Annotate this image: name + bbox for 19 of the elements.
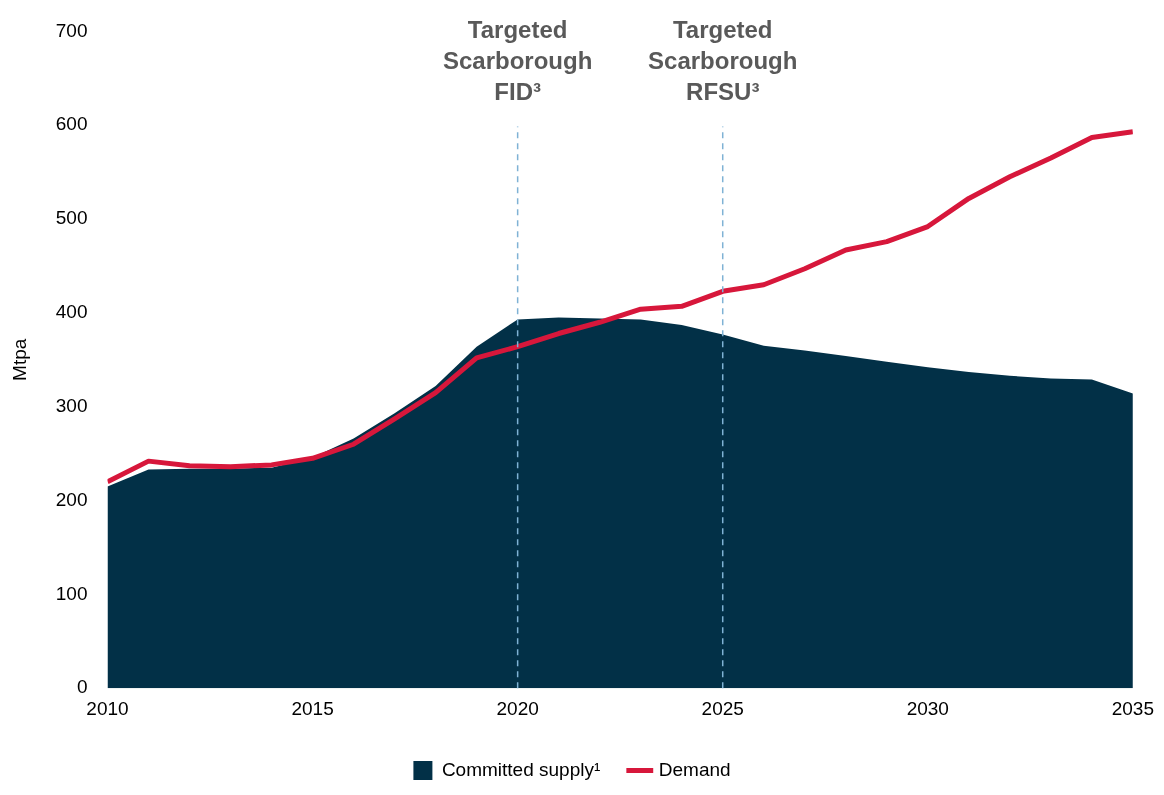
y-tick-label: 100 — [55, 582, 88, 604]
y-tick-label: 300 — [55, 394, 88, 416]
y-tick-label: 600 — [55, 113, 88, 135]
y-axis-title: Mtpa — [8, 338, 30, 381]
x-tick-label: 2010 — [86, 697, 129, 719]
y-tick-label: 500 — [55, 207, 88, 229]
x-tick-label: 2025 — [701, 697, 744, 719]
ref-line-label: Targeted Scarborough FID³ — [442, 16, 593, 106]
legend-label: Committed supply¹ — [441, 758, 601, 780]
x-tick-label: 2030 — [906, 697, 949, 719]
x-tick-label: 2035 — [1111, 697, 1155, 719]
ref-line-label: Targeted Scarborough RFSU³ — [648, 16, 798, 106]
y-tick-label: 200 — [55, 488, 88, 510]
y-tick-label: 0 — [76, 676, 88, 698]
x-tick-label: 2015 — [291, 697, 334, 719]
y-tick-label: 400 — [55, 301, 88, 323]
x-tick-label: 2020 — [496, 697, 539, 719]
y-tick-label: 700 — [55, 19, 88, 41]
legend-label: Demand — [658, 758, 731, 780]
